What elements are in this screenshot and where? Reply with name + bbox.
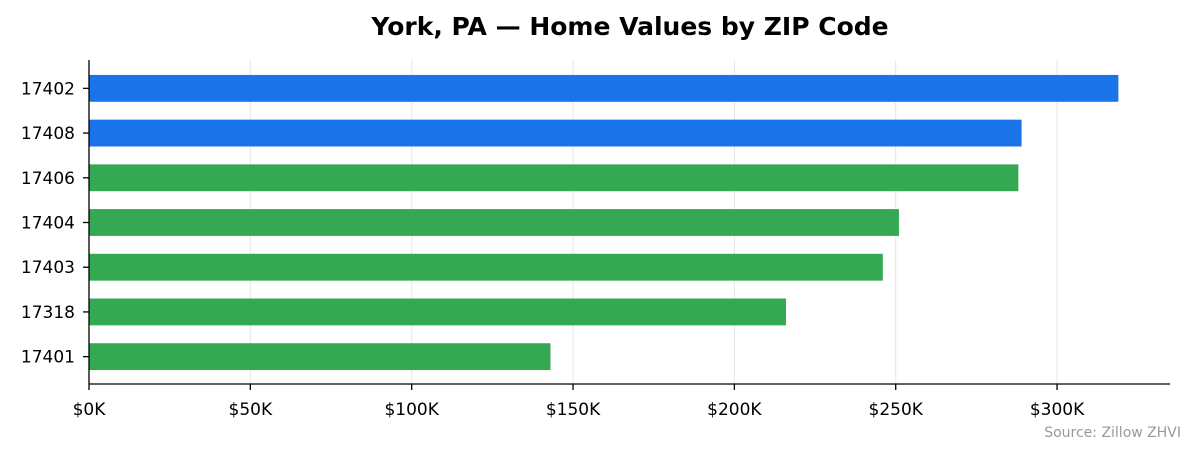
bars [89,74,1119,371]
chart-title: York, PA — Home Values by ZIP Code [370,12,888,41]
bar-17404 [89,209,899,236]
y-tick-label: 17401 [21,348,75,368]
x-tick-label: $250K [869,400,924,420]
x-tick-label: $0K [73,400,107,420]
bar-17408 [89,119,1022,147]
bar-17401 [89,343,551,371]
source-note: Source: Zillow ZHVI [1044,425,1181,441]
x-tick-label: $100K [384,400,439,420]
y-tick-label: 17404 [21,214,75,234]
bar-17406 [89,164,1019,192]
x-tick-label: $50K [229,400,273,420]
y-axis-ticks: 17402 17408 17406 17404 17403 17318 17401 [21,79,89,368]
x-tick-label: $200K [707,400,762,420]
y-tick-label: 17406 [21,169,75,189]
bar-17402 [89,74,1119,102]
y-tick-label: 17403 [21,258,75,278]
x-tick-label: $150K [546,400,601,420]
bar-17318 [89,298,787,326]
y-tick-label: 17408 [21,124,75,144]
x-axis-ticks: $0K $50K $100K $150K $200K $250K $300K [73,384,1085,420]
bar-17403 [89,253,883,281]
y-tick-label: 17402 [21,79,75,99]
y-tick-label: 17318 [21,303,75,323]
x-tick-label: $300K [1030,400,1085,420]
